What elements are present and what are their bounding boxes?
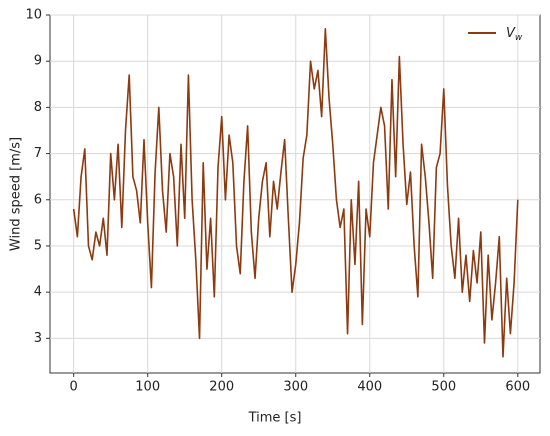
x-tick-label: 300 [283,380,308,395]
y-tick-label: 7 [34,146,42,161]
y-tick-label: 4 [34,285,42,300]
x-tick-label: 200 [209,380,234,395]
y-tick-label: 6 [34,192,42,207]
y-tick-label: 8 [34,100,42,115]
legend-label: Vw [506,26,523,43]
y-tick-label: 10 [25,8,42,23]
y-axis-label: Wind speed [m/s] [9,137,24,251]
x-tick-label: 500 [431,380,456,395]
data-line [72,28,519,358]
y-tick-label: 3 [34,331,42,346]
x-tick-label: 0 [70,380,78,395]
x-axis-label: Time [s] [248,411,302,426]
x-tick-label: 100 [135,380,160,395]
x-tick-label: 400 [357,380,382,395]
y-tick-label: 9 [34,54,42,69]
x-tick-label: 600 [505,380,530,395]
y-tick-label: 5 [34,238,42,253]
